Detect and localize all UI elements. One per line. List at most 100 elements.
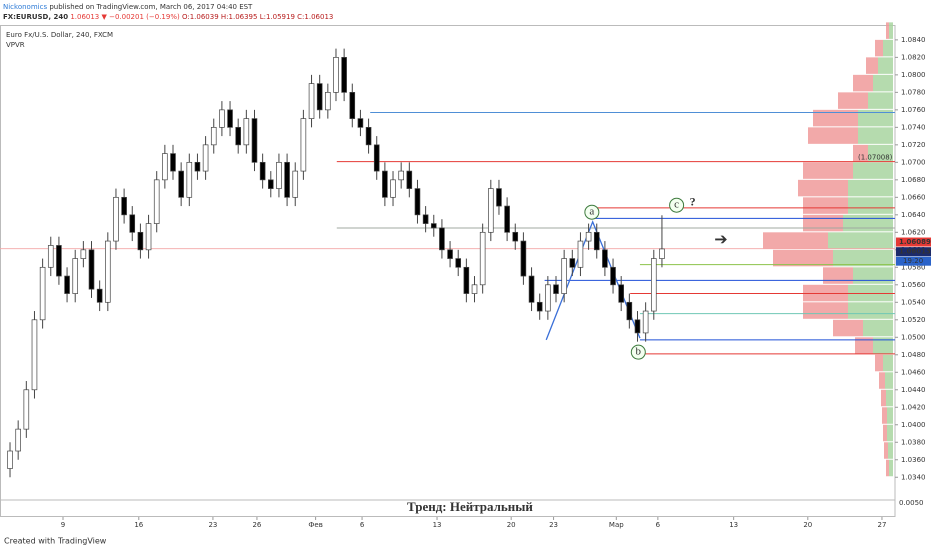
candle-body <box>390 179 396 198</box>
profile-up <box>887 424 893 442</box>
candle-body <box>325 92 331 111</box>
x-tick-label: 9 <box>61 521 65 529</box>
footer-brand[interactable]: TradingView <box>57 537 107 546</box>
profile-down <box>823 267 853 284</box>
candle-body <box>129 214 136 233</box>
profile-up <box>883 39 893 57</box>
x-tick-label: Мар <box>609 521 624 529</box>
question: ? <box>690 194 696 208</box>
candle-body <box>56 245 62 277</box>
candle-body <box>642 310 649 334</box>
timer-box <box>896 256 931 266</box>
chart-title: Euro Fx/U.S. Dollar, 240, FXCM <box>6 31 113 39</box>
candle-body <box>357 118 364 128</box>
high: H:1.06395 <box>221 13 258 21</box>
candle-body <box>219 109 225 128</box>
candle-body <box>406 170 413 189</box>
profile-up <box>858 109 893 127</box>
x-tick-label: 6 <box>360 521 365 529</box>
candle-body <box>488 188 494 233</box>
x-tick-label: 13 <box>433 521 442 529</box>
profile-up <box>873 337 893 354</box>
candle-body <box>276 161 282 189</box>
level-label: (1.07008) <box>858 154 893 162</box>
candle-body <box>23 389 30 430</box>
x-tick-label: Фев <box>308 521 322 529</box>
y-tick-label: 1.0460 <box>901 368 926 376</box>
wave-circle <box>584 204 600 220</box>
y-tick-label: 1.0840 <box>901 36 926 44</box>
wave-circle <box>630 344 646 360</box>
y-tick-label: 1.0660 <box>901 193 926 201</box>
timer: 19:20 <box>903 257 923 265</box>
candle-body <box>96 288 103 303</box>
profile-up <box>889 22 893 39</box>
y-tick-label: 1.0680 <box>901 176 926 184</box>
candle-body <box>137 231 144 251</box>
candle-body <box>634 319 641 334</box>
lower-tick: 0.0050 <box>899 499 924 507</box>
candle-body <box>308 83 315 119</box>
candle-body <box>251 118 258 163</box>
profile-down <box>853 144 868 162</box>
profile-up <box>848 302 893 319</box>
arrow: ➔ <box>714 230 727 249</box>
x-tick-label: 26 <box>252 521 261 529</box>
candle-body <box>422 214 429 224</box>
profile-up <box>853 267 893 284</box>
candle-body <box>227 109 233 128</box>
profile-down <box>798 179 848 197</box>
profile-up <box>833 249 893 267</box>
x-tick-label: 16 <box>134 521 143 529</box>
open: O:1.06039 <box>182 13 219 21</box>
close: C:1.06013 <box>297 13 333 21</box>
profile-up <box>853 162 893 179</box>
x-tick-label: 27 <box>878 521 887 529</box>
candle-body <box>300 118 307 172</box>
plot-frame <box>0 25 896 517</box>
profile-up <box>868 144 893 162</box>
y-tick-label: 1.0560 <box>901 281 926 289</box>
candle-body <box>333 57 339 93</box>
candle-body <box>561 258 567 294</box>
candle-body <box>528 275 535 303</box>
candle-body <box>439 227 445 251</box>
indicator: VPVR <box>6 41 25 49</box>
profile-down <box>875 354 883 372</box>
wave-label: c <box>674 199 679 211</box>
candle-body <box>618 284 624 303</box>
low: L:1.05919 <box>260 13 295 21</box>
author[interactable]: Nickonomics <box>3 3 47 11</box>
profile-down <box>886 22 889 39</box>
profile-down <box>803 197 848 214</box>
candle-body <box>569 258 576 268</box>
candle-body <box>259 161 266 181</box>
candle-body <box>553 284 559 294</box>
profile-up <box>878 57 893 74</box>
candle-body <box>316 83 323 111</box>
candle-body <box>105 240 111 303</box>
profile-down <box>803 302 848 319</box>
change: ▼ −0.00201 (−0.19%) <box>102 13 180 21</box>
candle-body <box>15 428 21 452</box>
profile-up <box>828 232 893 249</box>
profile-down <box>763 232 828 249</box>
published: published on TradingView.com, March 06, … <box>49 3 253 11</box>
profile-down <box>881 389 886 407</box>
profile-up <box>885 372 893 389</box>
y-tick-label: 1.0740 <box>901 123 926 131</box>
candle-body <box>504 205 510 233</box>
candle-body <box>455 258 462 268</box>
candle-body <box>39 266 46 321</box>
profile-down <box>838 92 868 109</box>
candle-body <box>267 179 274 189</box>
profile-up <box>858 127 893 144</box>
candle-body <box>284 161 290 198</box>
y-tick-label: 1.0340 <box>901 473 926 481</box>
candle-body <box>113 196 119 242</box>
profile-up <box>868 92 893 109</box>
profile-down <box>813 109 858 127</box>
y-tick-label: 1.0380 <box>901 438 926 446</box>
candle-body <box>64 275 70 294</box>
